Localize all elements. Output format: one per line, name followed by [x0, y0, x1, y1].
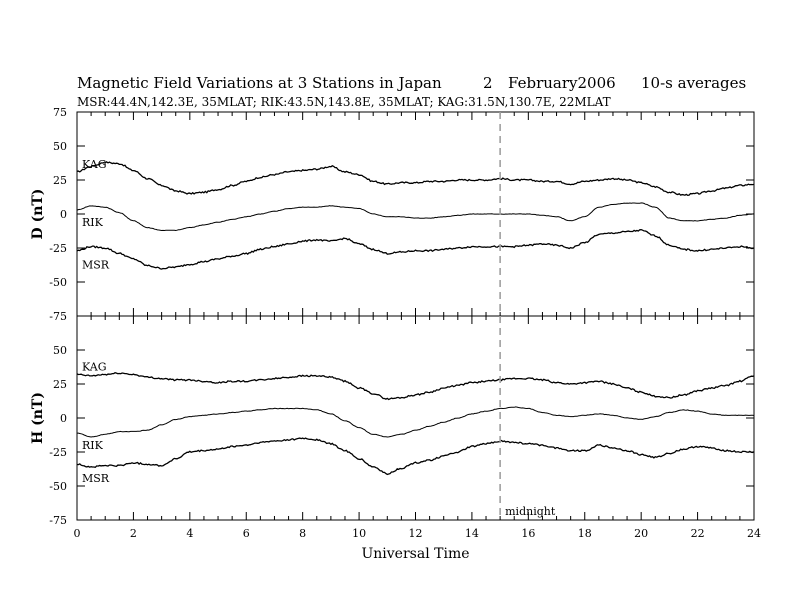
y-tick-label: -75: [49, 514, 67, 527]
y-tick-label: -50: [49, 276, 67, 289]
y-tick-label: 50: [53, 344, 67, 357]
midnight-marker-label: midnight: [505, 505, 556, 518]
x-tick-label: 12: [409, 527, 423, 540]
series-label-kag: KAG: [82, 158, 107, 171]
x-tick-label: 0: [74, 527, 81, 540]
chart-day: 2: [483, 74, 493, 92]
y-tick-label: 0: [60, 208, 67, 221]
chart-averaging: 10-s averages: [641, 74, 746, 92]
chart-month-year: February2006: [508, 74, 616, 92]
panel-d: -75 -50 -25 0 25 50 75 D (nT) KAG RIK MSR: [30, 106, 755, 323]
y-tick-label: -75: [49, 310, 67, 323]
series-label-msr: MSR: [82, 472, 110, 485]
series-label-rik: RIK: [82, 216, 104, 229]
y-tick-label: 25: [53, 174, 67, 187]
x-tick-label: 10: [352, 527, 366, 540]
chart-stations-info: MSR:44.4N,142.3E, 35MLAT; RIK:43.5N,143.…: [77, 95, 611, 109]
x-tick-label: 2: [130, 527, 137, 540]
x-tick-label: 4: [186, 527, 193, 540]
x-axis-title: Universal Time: [361, 546, 469, 562]
chart-panels: -75 -50 -25 0 25 50 75 D (nT) KAG RIK MSR -75 -50 -25…: [30, 106, 761, 540]
panel-h: -75 -50 -25 0 25 50 H (nT) KAG RIK MSR: [30, 315, 755, 527]
series-line-kag: [76, 371, 755, 401]
series-line-msr: [76, 437, 755, 476]
x-tick-label: 24: [747, 527, 761, 540]
series-line-kag: [76, 160, 755, 196]
y-axis-title: H (nT): [30, 392, 46, 444]
panel-frame: [76, 315, 755, 521]
series-label-msr: MSR: [82, 259, 110, 272]
chart-title: Magnetic Field Variations at 3 Stations …: [77, 74, 442, 92]
y-tick-label: 0: [60, 412, 67, 425]
series-label-rik: RIK: [82, 439, 104, 452]
y-tick-label: -25: [49, 242, 67, 255]
y-tick-label: 25: [53, 378, 67, 391]
series-line-msr: [76, 229, 755, 270]
x-tick-label: 14: [465, 527, 479, 540]
x-tick-label: 16: [521, 527, 535, 540]
panel-frame: [76, 111, 755, 317]
x-tick-label: 8: [299, 527, 306, 540]
x-tick-label: 18: [578, 527, 592, 540]
y-tick-label: -25: [49, 446, 67, 459]
series-label-kag: KAG: [82, 360, 107, 373]
x-tick-label: 22: [691, 527, 705, 540]
series-line-rik: [76, 202, 755, 232]
series-line-rik: [77, 406, 755, 438]
x-tick-label: 20: [634, 527, 648, 540]
x-tick-label: 6: [243, 527, 250, 540]
y-axis-title: D (nT): [30, 189, 46, 240]
y-tick-label: -50: [49, 480, 67, 493]
y-tick-label: 50: [53, 140, 67, 153]
y-tick-label: 75: [53, 106, 67, 119]
